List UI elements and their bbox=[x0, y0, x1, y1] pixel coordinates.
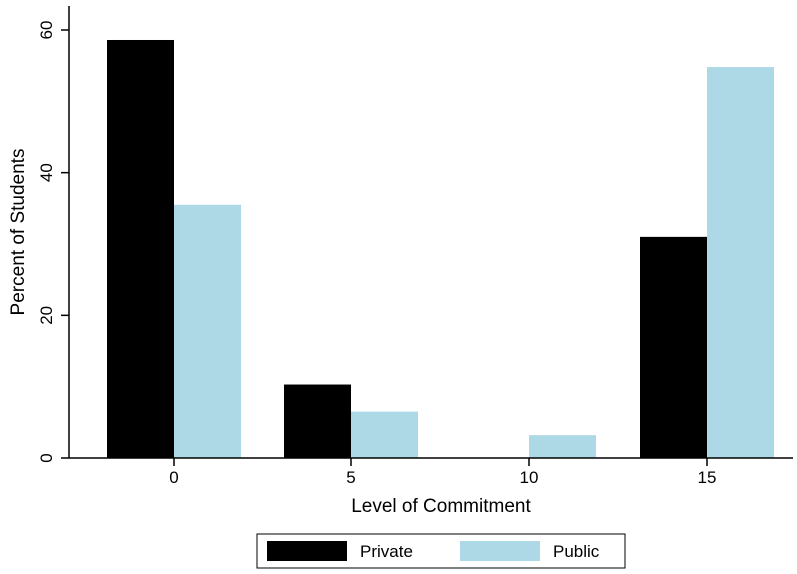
bar-public-10 bbox=[529, 435, 596, 458]
x-axis-label: Level of Commitment bbox=[351, 496, 531, 517]
y-axis-label: Percent of Students bbox=[8, 149, 29, 316]
bar-private-5 bbox=[284, 384, 351, 458]
legend-label-private: Private bbox=[360, 542, 413, 561]
x-tick-label: 15 bbox=[698, 468, 717, 487]
bar-public-5 bbox=[351, 411, 418, 458]
y-tick-label: 60 bbox=[37, 21, 56, 40]
x-tick-label: 0 bbox=[169, 468, 178, 487]
bar-public-0 bbox=[174, 204, 241, 458]
bar-public-15 bbox=[707, 67, 774, 459]
legend-swatch-public bbox=[460, 541, 540, 561]
x-tick-label: 10 bbox=[520, 468, 539, 487]
legend-label-public: Public bbox=[553, 542, 600, 561]
y-tick-label: 20 bbox=[37, 306, 56, 325]
x-tick-label: 5 bbox=[346, 468, 355, 487]
legend-box bbox=[256, 533, 626, 569]
bar-private-15 bbox=[640, 236, 707, 458]
x-ticks: 0 5 10 15 bbox=[169, 458, 716, 487]
y-tick-label: 40 bbox=[37, 163, 56, 182]
legend-swatch-private bbox=[267, 541, 347, 561]
bar-private-0 bbox=[107, 39, 174, 459]
bars-layer bbox=[107, 39, 774, 459]
legend: Private Public bbox=[256, 533, 626, 569]
y-tick-label: 0 bbox=[37, 453, 56, 462]
axes-layer bbox=[68, 6, 793, 459]
y-ticks: 0 20 40 60 bbox=[37, 21, 69, 463]
